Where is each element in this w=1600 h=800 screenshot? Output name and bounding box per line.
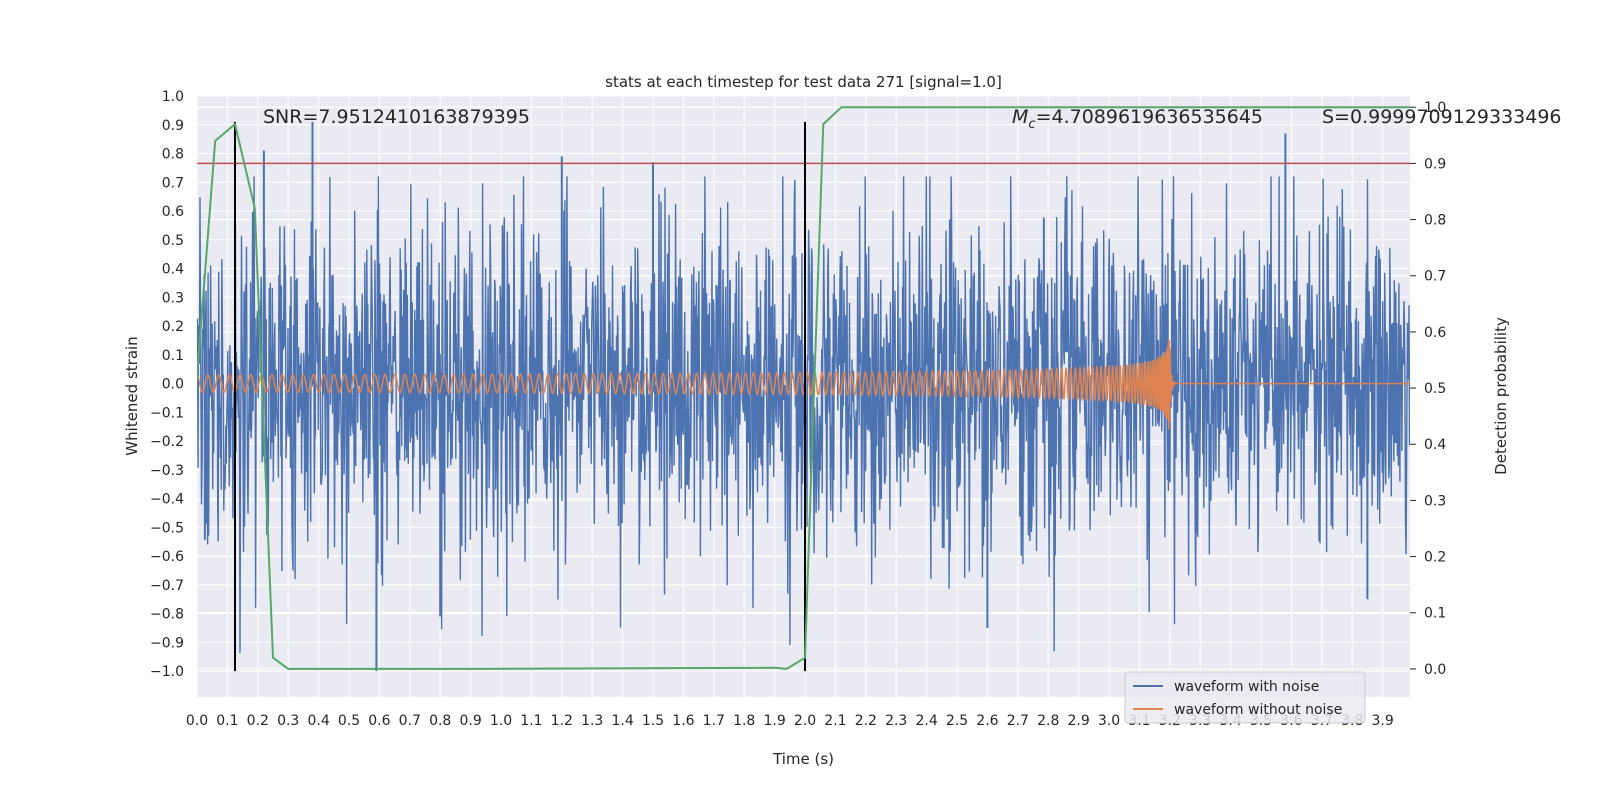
x-tick-label: 1.8 [733, 713, 755, 729]
y-tick-label: −0.8 [150, 607, 184, 623]
legend-label-noise: waveform with noise [1174, 679, 1319, 695]
probability-line [197, 106, 1410, 670]
x-tick-label: 3.9 [1372, 713, 1394, 729]
y2-axis-ticks: 1.0 0.9 0.8 0.7 0.6 0.5 0.4 0.3 0.2 0.1 0.0 [1410, 100, 1446, 678]
y-tick-label: −0.9 [150, 635, 184, 651]
y2-tick-label: 0.7 [1424, 269, 1446, 285]
y-tick-label: 0.9 [162, 118, 184, 134]
x-tick-label: 0.5 [338, 713, 360, 729]
x-tick-label: 2.9 [1067, 713, 1089, 729]
x-tick-label: 0.2 [247, 713, 269, 729]
y-tick-label: 0.2 [162, 319, 184, 335]
x-tick-label: 0.8 [429, 713, 451, 729]
clean-waveform-line [197, 339, 1410, 430]
y2-tick-label: 0.6 [1424, 325, 1446, 341]
y2-tick-label: 1.0 [1424, 100, 1446, 116]
x-tick-label: 1.9 [763, 713, 785, 729]
annotation-snr: SNR=7.9512410163879395 [263, 106, 530, 128]
series-waveform-with-noise [197, 121, 1410, 672]
x-tick-label: 1.6 [672, 713, 694, 729]
x-tick-label: 2.1 [824, 713, 846, 729]
x-tick-label: 2.2 [855, 713, 877, 729]
y-tick-label: 0.6 [162, 204, 184, 220]
x-tick-label: 0.3 [277, 713, 299, 729]
y2-tick-label: 0.9 [1424, 156, 1446, 172]
x-tick-label: 0.0 [186, 713, 208, 729]
x-tick-label: 2.3 [885, 713, 907, 729]
y-tick-label: 0.0 [162, 377, 184, 393]
y2-tick-label: 0.2 [1424, 550, 1446, 566]
x-tick-label: 3.0 [1098, 713, 1120, 729]
y2-axis-label: Detection probability [1492, 317, 1510, 475]
y2-tick-label: 0.1 [1424, 606, 1446, 622]
x-tick-label: 2.8 [1037, 713, 1059, 729]
y-axis-label: Whitened strain [123, 336, 141, 455]
y-tick-label: −0.6 [150, 549, 184, 565]
y-axis-ticks: 1.0 0.9 0.8 0.7 0.6 0.5 0.4 0.3 0.2 0.1 0.0 −0.1 −0.… [150, 89, 184, 680]
y2-tick-label: 0.5 [1424, 381, 1446, 397]
x-tick-label: 0.6 [368, 713, 390, 729]
x-tick-label: 1.4 [611, 713, 633, 729]
x-tick-label: 0.9 [459, 713, 481, 729]
y-tick-label: 0.3 [162, 290, 184, 306]
y2-tick-label: 0.3 [1424, 493, 1446, 509]
x-tick-label: 2.4 [915, 713, 937, 729]
x-tick-label: 1.5 [642, 713, 664, 729]
y-tick-label: −0.5 [150, 520, 184, 536]
legend-box [1124, 671, 1366, 724]
x-tick-label: 2.6 [976, 713, 998, 729]
annotation-score: S=0.9999709129333496 [1322, 106, 1562, 128]
x-axis-label: Time (s) [772, 750, 834, 768]
y-tick-label: −0.1 [150, 405, 184, 421]
x-tick-label: 0.1 [216, 713, 238, 729]
annotation-chirp-mass-value: =4.7089619636535645 [1036, 106, 1263, 128]
series-waveform-without-noise [197, 339, 1410, 430]
annotation-chirp-mass-subscript: c [1028, 117, 1035, 132]
x-tick-label: 1.2 [551, 713, 573, 729]
y-tick-label: −0.2 [150, 434, 184, 450]
x-tick-label: 2.5 [946, 713, 968, 729]
x-tick-label: 0.7 [399, 713, 421, 729]
y-tick-label: 0.5 [162, 233, 184, 249]
annotation-chirp-mass-symbol: M [1012, 106, 1028, 128]
y-tick-label: 1.0 [162, 89, 184, 105]
x-tick-label: 1.3 [581, 713, 603, 729]
y-tick-label: −0.3 [150, 463, 184, 479]
x-tick-label: 2.7 [1007, 713, 1029, 729]
x-tick-label: 2.0 [794, 713, 816, 729]
y-tick-label: −0.4 [150, 492, 184, 508]
legend-label-clean: waveform without noise [1174, 702, 1342, 718]
annotation-chirp-mass: Mc=4.7089619636535645 [1012, 106, 1263, 132]
y2-tick-label: 0.0 [1424, 662, 1446, 678]
x-tick-label: 0.4 [307, 713, 329, 729]
noise-waveform-line [197, 176, 1410, 653]
y-tick-label: 0.1 [162, 348, 184, 364]
x-tick-label: 1.1 [520, 713, 542, 729]
legend: waveform with noise waveform without noi… [1124, 671, 1366, 724]
x-tick-label: 1.7 [703, 713, 725, 729]
y2-tick-label: 0.4 [1424, 437, 1446, 453]
x-tick-label: 1.0 [490, 713, 512, 729]
y-tick-label: 0.7 [162, 175, 184, 191]
y-tick-label: 0.8 [162, 147, 184, 163]
y2-tick-label: 0.8 [1424, 213, 1446, 229]
y-tick-label: −1.0 [150, 664, 184, 680]
y-tick-label: 0.4 [162, 262, 184, 278]
series-detection-probability [197, 106, 1410, 670]
y-tick-label: −0.7 [150, 578, 184, 594]
chart-title: stats at each timestep for test data 271… [605, 73, 1002, 91]
plot-area [197, 106, 1410, 672]
reference-lines [197, 121, 1410, 672]
